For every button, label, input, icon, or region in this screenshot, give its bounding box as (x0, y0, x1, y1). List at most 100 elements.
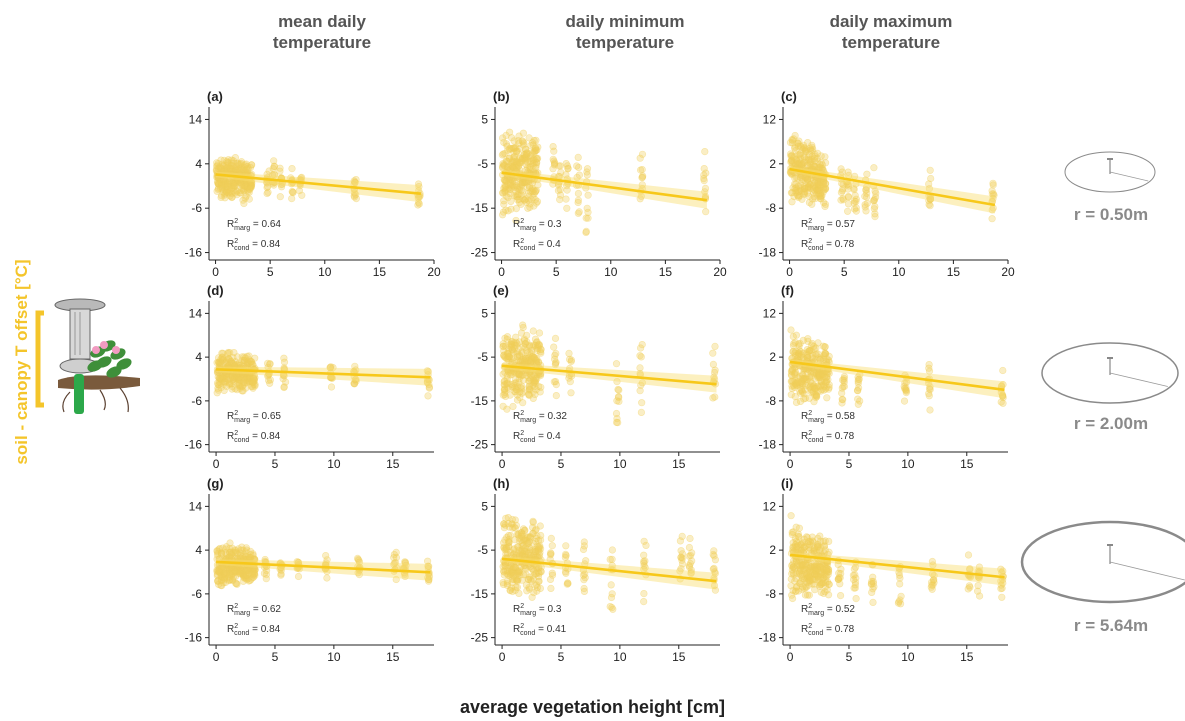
data-point (639, 172, 647, 180)
data-point (513, 147, 522, 155)
data-point (800, 184, 809, 192)
data-point (511, 516, 519, 524)
plant-flower (92, 346, 100, 354)
data-point (806, 180, 815, 189)
data-point (710, 368, 719, 377)
x-tick-label: 10 (318, 265, 332, 279)
data-point (804, 155, 813, 164)
data-point (989, 179, 997, 187)
regression-line (501, 171, 708, 202)
data-point (796, 185, 805, 193)
data-point (223, 159, 232, 167)
x-tick-label: 5 (558, 650, 565, 664)
y-tick-label: -8 (765, 201, 776, 215)
data-point (805, 199, 814, 207)
data-point (529, 156, 537, 164)
data-point (280, 354, 288, 362)
data-point (531, 169, 540, 177)
data-point (232, 163, 240, 171)
data-point (798, 176, 807, 184)
data-point (236, 178, 244, 186)
data-point (520, 154, 529, 162)
data-point (794, 151, 802, 159)
data-point (795, 187, 803, 195)
data-point (796, 149, 804, 158)
data-point (964, 551, 973, 559)
panel-c: 12 2 -8 -18 0 5 10 15 20 (c) R2 marg = 0.57 R2 cond =… (759, 89, 1015, 279)
x-tick-label: 5 (558, 457, 565, 471)
data-point (702, 208, 710, 216)
data-point (854, 377, 862, 385)
y-tick-label: 4 (195, 157, 202, 171)
data-point (522, 195, 530, 203)
data-point (237, 178, 245, 187)
data-point (700, 177, 708, 185)
data-point (787, 156, 796, 164)
data-point (791, 160, 800, 168)
data-point (531, 187, 540, 195)
x-tick-label: 5 (553, 265, 560, 279)
data-point (241, 162, 249, 170)
data-point (508, 158, 517, 166)
data-point (244, 188, 252, 196)
data-point (805, 591, 813, 599)
data-point (213, 159, 221, 167)
data-point (499, 164, 507, 172)
soil-sensor-plant-icon (35, 298, 140, 414)
data-point (795, 160, 803, 168)
data-point (214, 184, 223, 192)
data-point (215, 180, 223, 188)
data-point (237, 159, 245, 168)
data-point (230, 182, 238, 190)
data-point (516, 154, 524, 162)
data-point (583, 171, 591, 179)
data-point (510, 144, 518, 152)
data-point (218, 160, 226, 168)
data-point (269, 171, 277, 179)
panel-letter: (g) (207, 476, 224, 491)
data-point (509, 157, 517, 165)
data-point (700, 165, 708, 173)
data-point (861, 201, 869, 209)
data-point (233, 191, 241, 199)
sensor-head (1107, 544, 1113, 546)
data-point (532, 154, 541, 162)
data-point (242, 160, 250, 168)
data-point (508, 175, 516, 183)
panel-letter: (h) (493, 476, 510, 491)
data-point (686, 534, 694, 543)
data-point (523, 183, 531, 191)
data-point (516, 166, 524, 174)
data-point (638, 166, 646, 174)
panel-d: 14 4 -6 -16 0 5 10 15 (d) R2 marg = 0.65 R2 cond = 0… (185, 283, 434, 471)
x-tick-label: 10 (901, 650, 915, 664)
y-tick-label: -25 (471, 631, 489, 645)
data-point (522, 155, 530, 163)
data-point (514, 162, 522, 171)
data-point (529, 327, 537, 335)
data-point (517, 200, 525, 208)
data-point (926, 166, 934, 174)
data-point (520, 139, 528, 147)
data-point (248, 179, 256, 187)
data-point (512, 182, 521, 190)
data-point (502, 177, 510, 185)
panel-letter: (d) (207, 283, 224, 298)
data-point (264, 359, 272, 368)
data-point (415, 200, 423, 208)
r2-marginal: R2 marg = 0.32 (513, 410, 567, 424)
data-point (501, 149, 509, 158)
data-point (863, 189, 871, 197)
data-point (525, 182, 534, 190)
data-point (223, 188, 231, 196)
data-point (797, 161, 805, 170)
data-point (501, 176, 509, 184)
data-point (263, 184, 271, 192)
data-point (702, 169, 710, 177)
data-point (802, 156, 810, 164)
data-point (221, 183, 230, 191)
data-point (536, 388, 544, 396)
r2-conditional: R2 cond = 0.4 (513, 430, 561, 444)
data-point (525, 184, 534, 192)
panel-i: 12 2 -8 -18 0 5 10 15 (i) R2 marg = 0.52 R2 cond = 0… (759, 476, 1008, 664)
